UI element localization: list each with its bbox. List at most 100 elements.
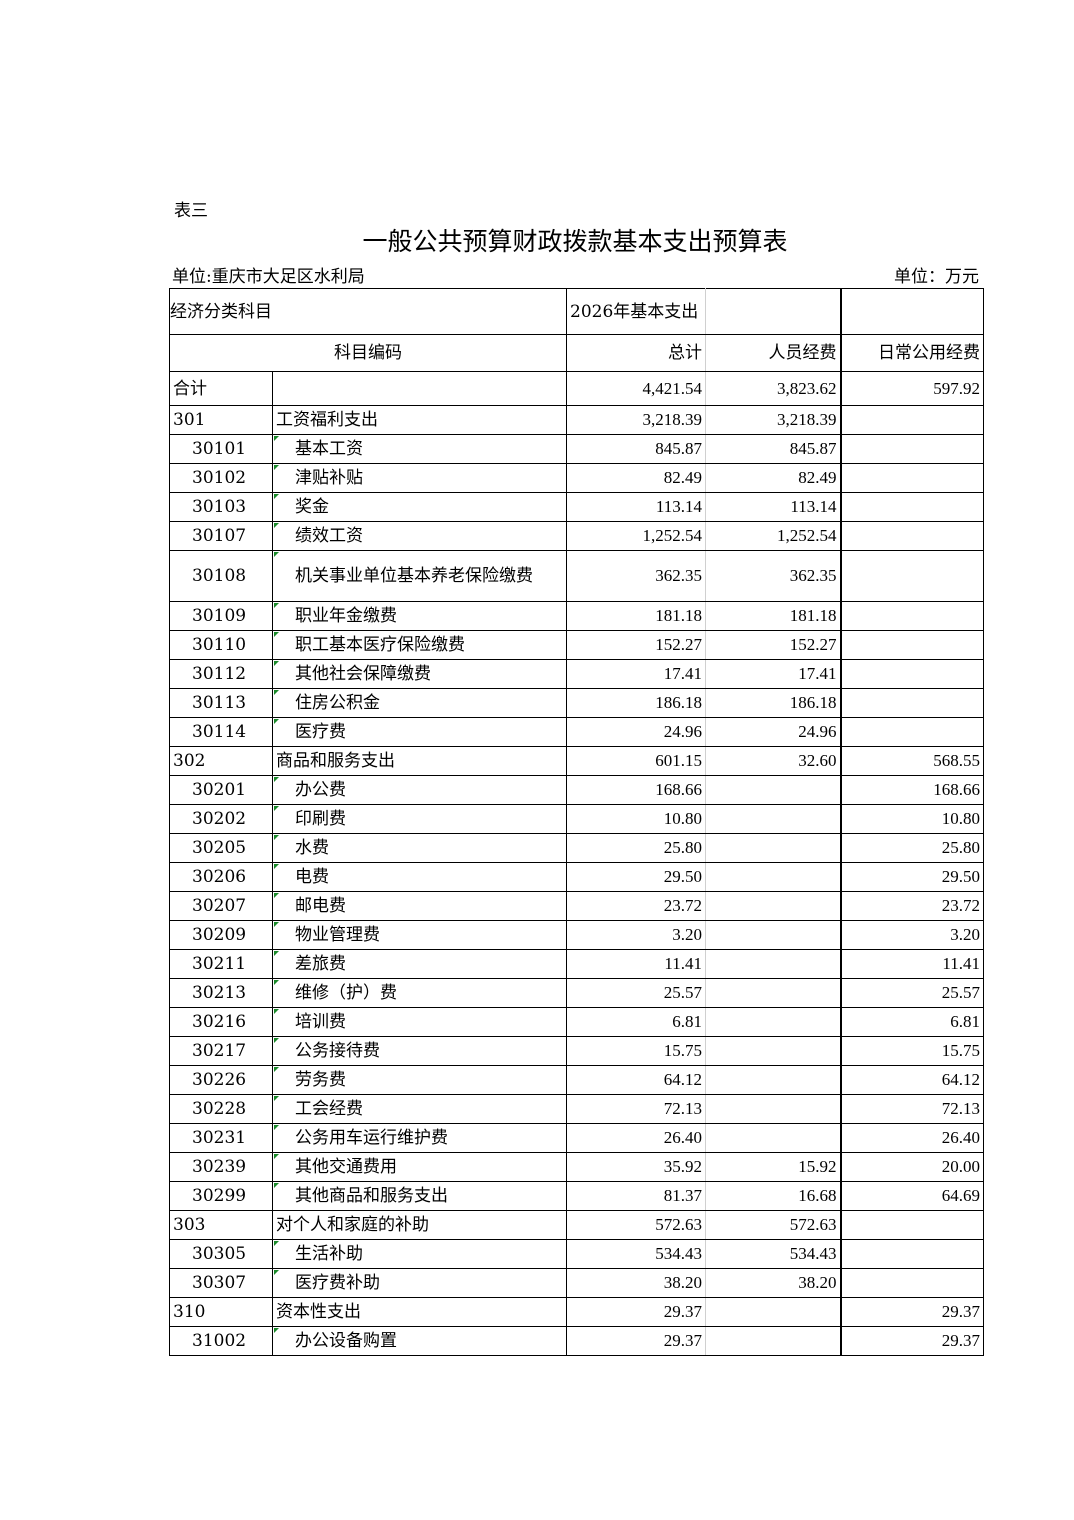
- cell-code: 30102: [169, 463, 273, 493]
- cell-public: 10.80: [839, 804, 984, 834]
- cell-code: 30206: [169, 862, 273, 892]
- cell-name: 办公费: [272, 775, 567, 805]
- table-row: 30205 水费 25.80 25.80: [169, 833, 984, 863]
- page-title: 一般公共预算财政拨款基本支出预算表: [362, 227, 788, 256]
- cell-personnel: [705, 920, 841, 950]
- cell-name: 生活补助: [272, 1239, 567, 1269]
- cell-public: [839, 405, 984, 435]
- cell-name: 物业管理费: [272, 920, 567, 950]
- cell-code: 303: [169, 1210, 273, 1240]
- table-row: 30228 工会经费 72.13 72.13: [169, 1094, 984, 1124]
- cell-public: 29.37: [839, 1326, 984, 1356]
- cell-personnel: [705, 804, 841, 834]
- cell-personnel: [705, 1297, 841, 1327]
- table-row: 31002 办公设备购置 29.37 29.37: [169, 1326, 984, 1356]
- cell-code: 30211: [169, 949, 273, 979]
- cell-total: 25.80: [566, 833, 706, 863]
- cell-public: [839, 688, 984, 718]
- cell-public: [839, 492, 984, 522]
- header-code: 科目编码: [169, 334, 567, 372]
- cell-public: 72.13: [839, 1094, 984, 1124]
- budget-table: 经济分类科目 2026年基本支出 科目编码 总计 人员经费 日常公用经费 合计 …: [169, 288, 984, 1356]
- table-row: 30239 其他交通费用 35.92 15.92 20.00: [169, 1152, 984, 1182]
- table-row: 302 商品和服务支出 601.15 32.60 568.55: [169, 746, 984, 776]
- cell-public: [839, 550, 984, 602]
- cell-personnel: 186.18: [705, 688, 841, 718]
- header-year: 2026年基本支出: [566, 288, 706, 335]
- cell-code: 30228: [169, 1094, 273, 1124]
- table-row: 30114 医疗费 24.96 24.96: [169, 717, 984, 747]
- cell-code: 30107: [169, 521, 273, 551]
- cell-name: 维修（护）费: [272, 978, 567, 1008]
- cell-public: [839, 601, 984, 631]
- header-empty: [839, 288, 984, 335]
- cell-name: 奖金: [272, 492, 567, 522]
- cell-code: 30307: [169, 1268, 273, 1298]
- cell-total: 29.50: [566, 862, 706, 892]
- table-row: 30216 培训费 6.81 6.81: [169, 1007, 984, 1037]
- cell-total: 362.35: [566, 550, 706, 602]
- table-row: 30101 基本工资 845.87 845.87: [169, 434, 984, 464]
- cell-name: 印刷费: [272, 804, 567, 834]
- cell-code: 30239: [169, 1152, 273, 1182]
- cell-public: 25.57: [839, 978, 984, 1008]
- header-empty: [705, 288, 841, 335]
- cell-public: [839, 1268, 984, 1298]
- cell-personnel: [705, 775, 841, 805]
- sum-public: 597.92: [839, 371, 984, 406]
- cell-name: 绩效工资: [272, 521, 567, 551]
- header-total: 总计: [566, 334, 706, 372]
- table-row: 30107 绩效工资 1,252.54 1,252.54: [169, 521, 984, 551]
- cell-total: 38.20: [566, 1268, 706, 1298]
- cell-total: 72.13: [566, 1094, 706, 1124]
- sum-label: 合计: [169, 371, 273, 406]
- cell-personnel: 152.27: [705, 630, 841, 660]
- unit-organization: 单位:重庆市大足区水利局: [172, 267, 365, 287]
- cell-personnel: 1,252.54: [705, 521, 841, 551]
- cell-name: 电费: [272, 862, 567, 892]
- cell-code: 30201: [169, 775, 273, 805]
- cell-name: 医疗费补助: [272, 1268, 567, 1298]
- cell-total: 25.57: [566, 978, 706, 1008]
- cell-total: 35.92: [566, 1152, 706, 1182]
- cell-total: 845.87: [566, 434, 706, 464]
- sum-personnel: 3,823.62: [705, 371, 841, 406]
- cell-personnel: [705, 1065, 841, 1095]
- cell-code: 30108: [169, 550, 273, 602]
- cell-code: 30207: [169, 891, 273, 921]
- cell-personnel: 534.43: [705, 1239, 841, 1269]
- cell-total: 1,252.54: [566, 521, 706, 551]
- cell-name: 资本性支出: [272, 1297, 567, 1327]
- table-row: 30206 电费 29.50 29.50: [169, 862, 984, 892]
- table-row: 303 对个人和家庭的补助 572.63 572.63: [169, 1210, 984, 1240]
- cell-personnel: [705, 1007, 841, 1037]
- table-row: 30231 公务用车运行维护费 26.40 26.40: [169, 1123, 984, 1153]
- cell-public: 3.20: [839, 920, 984, 950]
- cell-personnel: 32.60: [705, 746, 841, 776]
- cell-code: 30114: [169, 717, 273, 747]
- cell-personnel: 24.96: [705, 717, 841, 747]
- cell-code: 30103: [169, 492, 273, 522]
- cell-total: 15.75: [566, 1036, 706, 1066]
- cell-personnel: 845.87: [705, 434, 841, 464]
- cell-personnel: 17.41: [705, 659, 841, 689]
- cell-name: 对个人和家庭的补助: [272, 1210, 567, 1240]
- table-row: 30299 其他商品和服务支出 81.37 16.68 64.69: [169, 1181, 984, 1211]
- cell-name: 工会经费: [272, 1094, 567, 1124]
- cell-name: 工资福利支出: [272, 405, 567, 435]
- cell-total: 3,218.39: [566, 405, 706, 435]
- cell-public: [839, 521, 984, 551]
- cell-total: 81.37: [566, 1181, 706, 1211]
- cell-name: 商品和服务支出: [272, 746, 567, 776]
- sum-row: 合计 4,421.54 3,823.62 597.92: [169, 371, 984, 406]
- cell-code: 30110: [169, 630, 273, 660]
- table-row: 30226 劳务费 64.12 64.12: [169, 1065, 984, 1095]
- cell-code: 30226: [169, 1065, 273, 1095]
- cell-code: 30231: [169, 1123, 273, 1153]
- cell-public: 25.80: [839, 833, 984, 863]
- cell-personnel: [705, 833, 841, 863]
- table-row: 30110 职工基本医疗保险缴费 152.27 152.27: [169, 630, 984, 660]
- cell-name: 机关事业单位基本养老保险缴费: [272, 550, 567, 602]
- table-row: 30307 医疗费补助 38.20 38.20: [169, 1268, 984, 1298]
- cell-total: 17.41: [566, 659, 706, 689]
